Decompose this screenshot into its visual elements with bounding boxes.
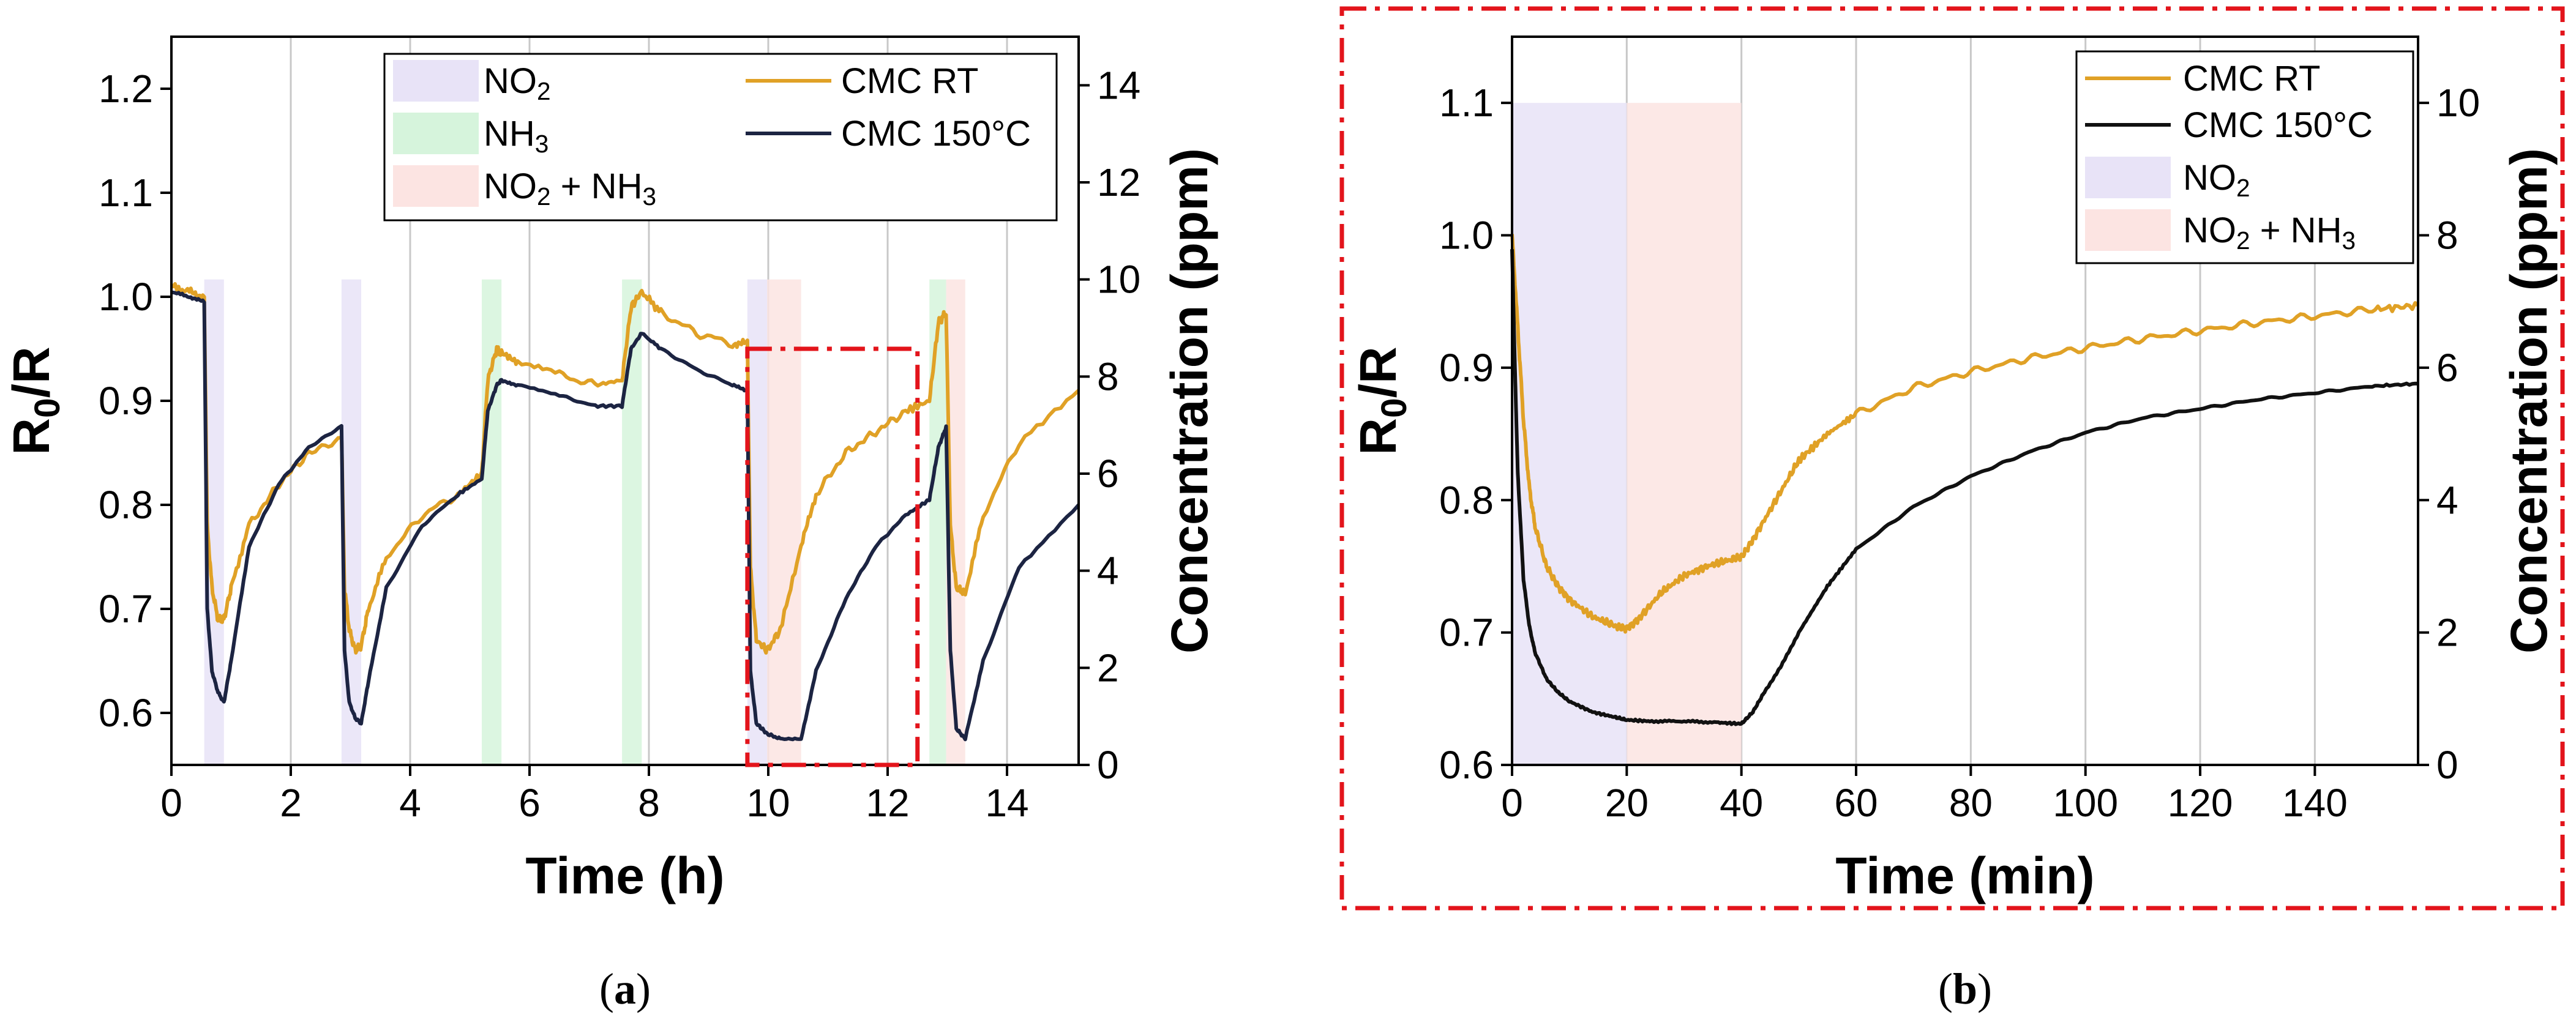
y-tick-label: 1.1 — [99, 171, 153, 215]
legend-swatch-nh3 — [393, 113, 479, 154]
plot-frame — [1511, 35, 2419, 766]
x-axis-label: Time (h) — [525, 847, 724, 904]
x-tick-label: 100 — [2053, 781, 2118, 825]
legend-label-nh3: NH3 — [484, 114, 549, 158]
series-line-rt — [1510, 234, 2419, 634]
series-line-hot — [1510, 249, 2419, 726]
y2-tick-label: 2 — [1097, 646, 1119, 690]
legend-label-hot: CMC 150°C — [2183, 105, 2373, 145]
x-tick-label: 12 — [866, 781, 909, 825]
zoom-region-box — [745, 346, 920, 767]
exposure-band-mix — [767, 279, 801, 766]
y2-tick-label: 14 — [1097, 63, 1140, 107]
y2-tick-label: 8 — [2436, 214, 2458, 258]
x-tick-label: 0 — [160, 781, 182, 825]
x-tick-label: 14 — [985, 781, 1028, 825]
panel-caption-letter: b — [1953, 964, 1977, 1013]
exposure-band-no2 — [1512, 103, 1627, 765]
y-tick-label: 0.7 — [1439, 611, 1494, 655]
y-axis-label: R0/R — [2, 346, 67, 455]
y-tick-label: 0.9 — [99, 379, 153, 423]
y2-tick-label: 6 — [1097, 452, 1119, 496]
legend-label-mix: NO2 + NH3 — [2183, 211, 2356, 255]
y2-tick-label: 10 — [2436, 81, 2480, 125]
y2-axis-label: Concentration (ppm) — [2500, 148, 2558, 654]
y2-tick-label: 8 — [1097, 354, 1119, 398]
panel-caption: (b) — [1938, 964, 1992, 1013]
x-tick-label: 40 — [1720, 781, 1763, 825]
legend-swatch-mix — [2085, 209, 2171, 251]
legend-label-no2: NO2 — [2183, 158, 2250, 202]
x-axis-label: Time (min) — [1835, 847, 2094, 904]
y-tick-label: 1.0 — [99, 275, 153, 319]
y2-tick-label: 6 — [2436, 346, 2458, 390]
x-tick-label: 0 — [1501, 781, 1523, 825]
y-tick-label: 1.0 — [1439, 214, 1494, 258]
exposure-band-mix — [1627, 103, 1742, 765]
y-tick-label: 0.7 — [99, 587, 153, 631]
panel-b-chart: 0 20 40 60 80 100 120 140 0.6 0.7 0.8 0.9 1.0 1.1 0 2 4 6… — [1339, 6, 2565, 1013]
y2-tick-label: 4 — [2436, 478, 2458, 522]
y2-tick-label: 4 — [1097, 549, 1119, 593]
y2-axis-label: Concentration (ppm) — [1161, 148, 1218, 654]
x-tick-label: 8 — [638, 781, 660, 825]
y2-tick-label: 2 — [2436, 611, 2458, 655]
legend-label-hot: CMC 150°C — [841, 114, 1031, 154]
y-axis-label: R0/R — [1349, 346, 1414, 455]
series-line-rt — [170, 282, 1080, 655]
y-tick-label: 0.6 — [1439, 743, 1494, 787]
y2-tick-label: 0 — [1097, 743, 1119, 787]
legend-label-mix: NO2 + NH3 — [484, 166, 656, 211]
x-tick-label: 140 — [2282, 781, 2348, 825]
x-tick-label: 120 — [2168, 781, 2233, 825]
legend-label-rt: CMC RT — [841, 61, 978, 101]
y2-tick-label: 0 — [2436, 743, 2458, 787]
legend-swatch-no2 — [2085, 157, 2171, 198]
x-tick-label: 20 — [1605, 781, 1649, 825]
legend-swatch-no2 — [393, 60, 479, 102]
y2-tick-label: 12 — [1097, 160, 1140, 204]
exposure-band-nh3 — [929, 279, 946, 766]
x-tick-label: 4 — [399, 781, 421, 825]
panel-caption: (a) — [599, 964, 651, 1013]
legend-label-no2: NO2 — [484, 61, 551, 105]
legend: NO2 NH3 NO2 + NH3 CMC RT CMC 150°C — [383, 53, 1058, 222]
legend: CMC RT CMC 150°C NO2 NO2 + NH3 — [2075, 50, 2414, 264]
x-tick-label: 10 — [746, 781, 790, 825]
x-tick-label: 6 — [519, 781, 541, 825]
x-tick-label: 60 — [1834, 781, 1878, 825]
y-tick-label: 0.9 — [1439, 346, 1494, 390]
y-tick-label: 0.8 — [99, 483, 153, 527]
y-tick-label: 1.1 — [1439, 81, 1494, 125]
legend-swatch-mix — [393, 165, 479, 207]
y-tick-label: 0.6 — [99, 691, 153, 735]
panel-a-chart: 0 2 4 6 8 10 12 14 0.6 0.7 0.8 0.9 1.0 1.1 1.2 0 2 4 6 8 10 1… — [2, 35, 1218, 1013]
y-tick-label: 0.8 — [1439, 478, 1494, 522]
panel-caption-letter: a — [614, 964, 636, 1013]
y2-tick-label: 10 — [1097, 258, 1140, 302]
x-tick-label: 80 — [1949, 781, 1993, 825]
x-tick-label: 2 — [280, 781, 302, 825]
legend-label-rt: CMC RT — [2183, 59, 2320, 99]
zoom-detail-frame — [1339, 6, 2565, 911]
legend-frame — [383, 53, 1058, 222]
y-tick-label: 1.2 — [99, 67, 153, 111]
